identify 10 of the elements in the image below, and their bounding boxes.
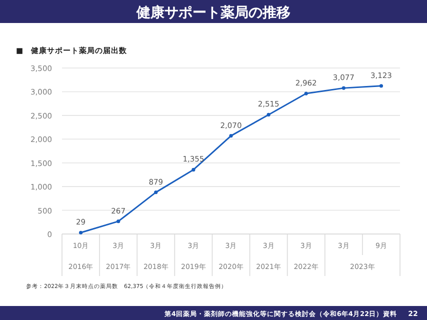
point [229, 134, 233, 138]
point [78, 230, 83, 234]
point [379, 84, 384, 88]
point [266, 112, 270, 117]
chart-title: 健康サポート薬局の推移 [136, 4, 290, 21]
point [116, 220, 120, 224]
point [154, 190, 158, 194]
point [192, 168, 196, 172]
point [304, 92, 308, 96]
point [342, 86, 346, 90]
